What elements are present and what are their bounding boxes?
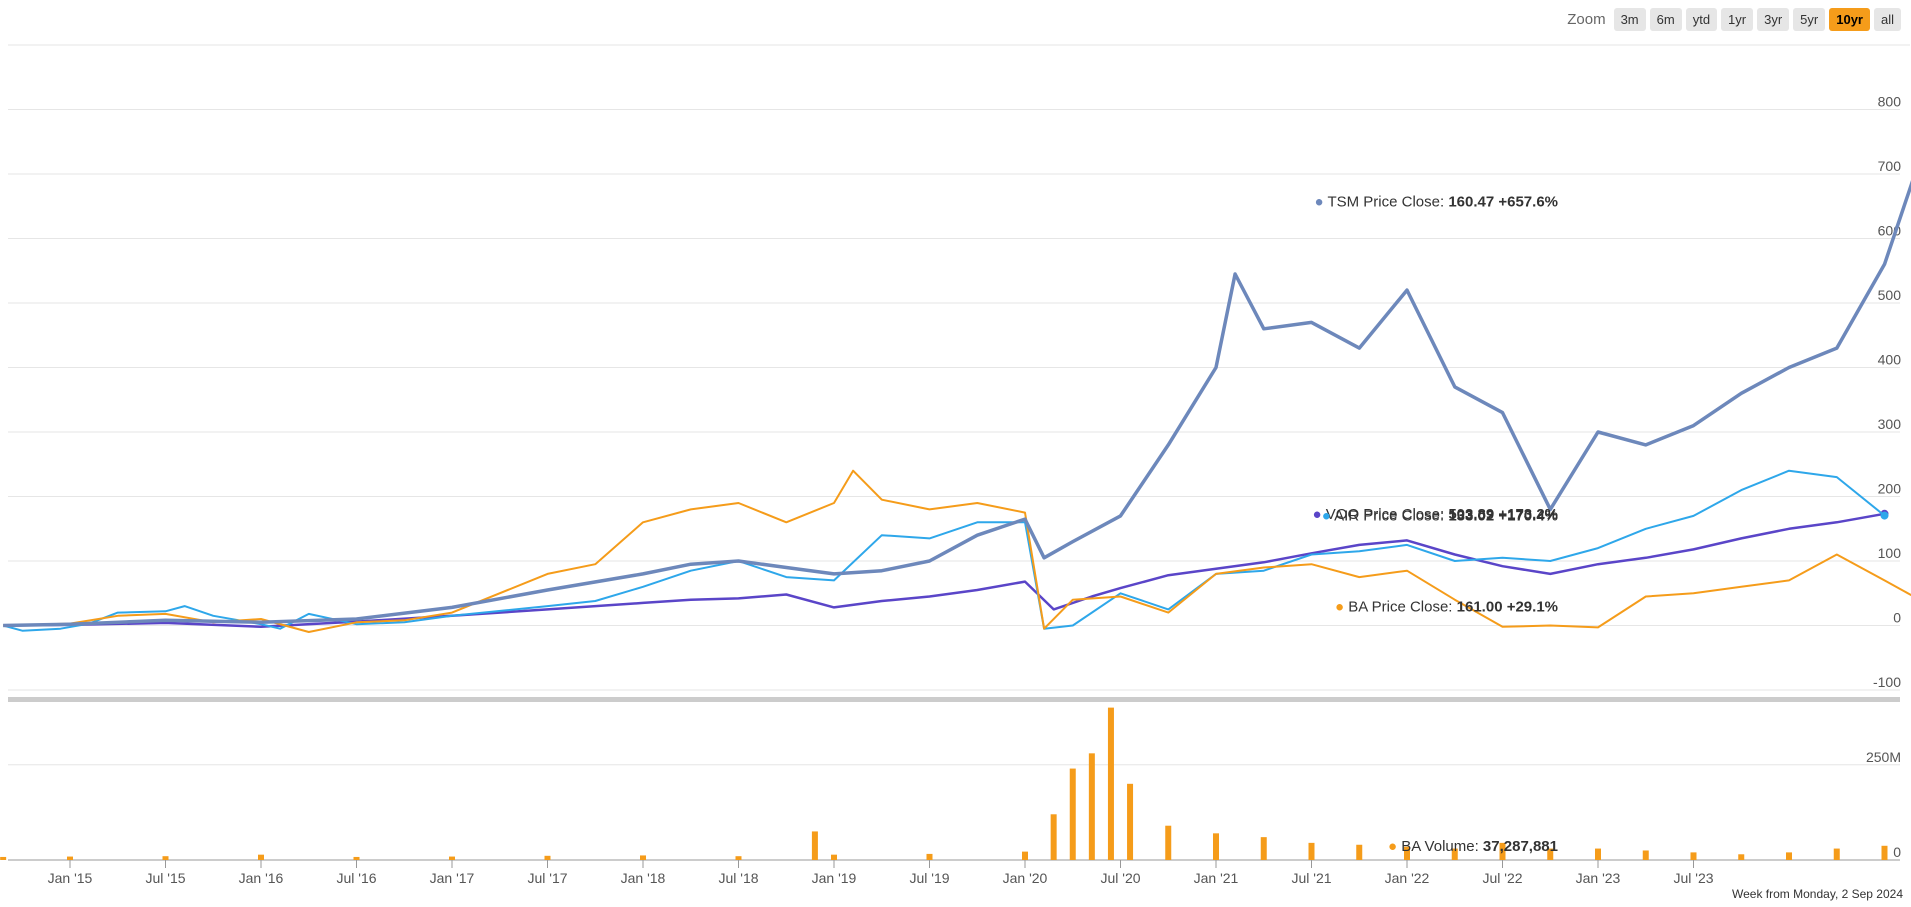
- tooltip-air: ● AIR Price Close: 133.02 +170.4%: [1322, 508, 1558, 525]
- volume-bar: [67, 856, 73, 860]
- volume-bar: [258, 854, 264, 860]
- volume-bar: [1050, 814, 1057, 860]
- price-tick-label: 400: [1878, 352, 1902, 368]
- volume-bar: [1786, 852, 1792, 860]
- volume-bar: [1881, 845, 1888, 860]
- x-tick-label: Jul '21: [1291, 870, 1331, 886]
- price-tick-label: 800: [1878, 94, 1902, 110]
- volume-bar: [1499, 842, 1506, 860]
- x-tick-label: Jan '20: [1003, 870, 1048, 886]
- series-line-tsm[interactable]: [3, 122, 1911, 628]
- volume-bar: [1069, 768, 1076, 860]
- volume-bar: [162, 856, 169, 860]
- price-tick-label: 300: [1878, 416, 1902, 432]
- tooltip-voo: ● VOO Price Close: 503.89 +173.2%: [1313, 506, 1558, 523]
- x-tick-label: Jan '18: [621, 870, 666, 886]
- volume-bar: [1088, 753, 1095, 860]
- volume-bar: [1595, 848, 1601, 860]
- x-tick-label: Jan '17: [430, 870, 475, 886]
- volume-bar: [1451, 848, 1458, 860]
- volume-bar: [1833, 848, 1840, 860]
- x-tick-label: Jul '23: [1673, 870, 1713, 886]
- x-axis: Jan '15 Jul '15 Jan '16 Jul '16 Jan '17 Jul '…: [8, 859, 1900, 886]
- zoom-button-ytd[interactable]: ytd: [1685, 8, 1718, 31]
- volume-tick-label: 250M: [1866, 749, 1901, 765]
- volume-bar: [353, 856, 360, 860]
- volume-bar: [926, 853, 933, 860]
- svg-text:● BA Volume: 37,287,881: ● BA Volume: 37,287,881: [1388, 838, 1558, 855]
- volume-bar: [1356, 844, 1363, 860]
- volume-bar: [1213, 833, 1219, 860]
- volume-bar: [1690, 852, 1697, 860]
- x-tick-label: Jul '16: [336, 870, 376, 886]
- volume-axis: 0 250M: [1866, 749, 1901, 860]
- volume-bar: [544, 855, 551, 860]
- zoom-button-6m[interactable]: 6m: [1649, 8, 1682, 31]
- volume-bar: [1404, 846, 1410, 860]
- x-tick-label: Jan '19: [812, 870, 857, 886]
- x-tick-label: Jul '22: [1482, 870, 1522, 886]
- volume-bar: [1642, 850, 1649, 860]
- tooltip-ba-volume: ● BA Volume: 37,287,881: [1388, 838, 1558, 855]
- tooltips: ● TSM Price Close: 160.47 +657.6% ● VOO P…: [1313, 193, 1558, 854]
- volume-bar: [1308, 842, 1315, 860]
- volume-bar: [831, 854, 837, 860]
- volume-bar: [811, 831, 818, 860]
- zoom-button-all[interactable]: all: [1873, 8, 1901, 31]
- volume-bar: [1260, 837, 1267, 860]
- svg-text:● BA Price Close: 161.00 +29.1: ● BA Price Close: 161.00 +29.1%: [1335, 599, 1558, 616]
- x-tick-label: Jan '16: [239, 870, 284, 886]
- series-line-ba[interactable]: [3, 469, 1911, 633]
- price-tick-label: 100: [1878, 545, 1902, 561]
- pane-separator: [8, 697, 1900, 702]
- x-tick-label: Jan '15: [48, 870, 93, 886]
- x-tick-label: Jul '20: [1100, 870, 1140, 886]
- zoom-toolbar: Zoom 3m 6m ytd 1yr 3yr 5yr 10yr all: [1567, 8, 1901, 31]
- volume-bar: [1107, 707, 1114, 860]
- grid: [8, 44, 1910, 861]
- x-tick-label: Jul '19: [909, 870, 949, 886]
- svg-text:● AIR Price Close: 133.02 +170: ● AIR Price Close: 133.02 +170.4%: [1322, 508, 1558, 525]
- tooltip-tsm: ● TSM Price Close: 160.47 +657.6%: [1314, 193, 1558, 210]
- volume-bar: [0, 856, 7, 860]
- volume-bar: [1547, 848, 1554, 860]
- volume-bars: [0, 707, 1888, 860]
- volume-bar: [735, 856, 742, 860]
- series-lines: [2, 122, 1911, 633]
- zoom-button-3m[interactable]: 3m: [1613, 8, 1646, 31]
- zoom-button-5yr[interactable]: 5yr: [1793, 8, 1826, 31]
- x-tick-label: Jan '23: [1576, 870, 1621, 886]
- series-line-air[interactable]: [2, 469, 1886, 632]
- price-tick-label: 500: [1878, 287, 1902, 303]
- volume-tick-label: 0: [1893, 844, 1901, 860]
- volume-bar: [1127, 783, 1134, 860]
- svg-text:● VOO Price Close: 503.89 +173: ● VOO Price Close: 503.89 +173.2%: [1313, 506, 1558, 523]
- price-tick-label: 700: [1878, 158, 1902, 174]
- volume-bar: [640, 855, 646, 860]
- volume-bar: [1165, 825, 1172, 860]
- x-tick-label: Jan '22: [1385, 870, 1430, 886]
- volume-bar: [1022, 851, 1028, 860]
- footnote: Week from Monday, 2 Sep 2024: [1732, 887, 1903, 901]
- x-tick-label: Jul '18: [718, 870, 758, 886]
- tooltip-ba: ● BA Price Close: 161.00 +29.1%: [1335, 599, 1558, 616]
- svg-text:● TSM Price Close: 160.47 +657: ● TSM Price Close: 160.47 +657.6%: [1314, 193, 1558, 210]
- x-tick-label: Jul '15: [145, 870, 185, 886]
- x-tick-label: Jul '17: [527, 870, 567, 886]
- zoom-label: Zoom: [1567, 11, 1606, 28]
- zoom-button-10yr[interactable]: 10yr: [1829, 8, 1870, 31]
- series-line-voo[interactable]: [3, 512, 1885, 629]
- price-tick-label: 200: [1878, 481, 1902, 497]
- price-tick-label: -100: [1873, 674, 1901, 690]
- series-end-marker: [1880, 511, 1889, 520]
- volume-bar: [449, 856, 455, 860]
- price-tick-label: 0: [1893, 610, 1901, 626]
- volume-bar: [1738, 854, 1745, 860]
- zoom-button-1yr[interactable]: 1yr: [1721, 8, 1754, 31]
- x-tick-label: Jan '21: [1194, 870, 1239, 886]
- zoom-button-3yr[interactable]: 3yr: [1757, 8, 1790, 31]
